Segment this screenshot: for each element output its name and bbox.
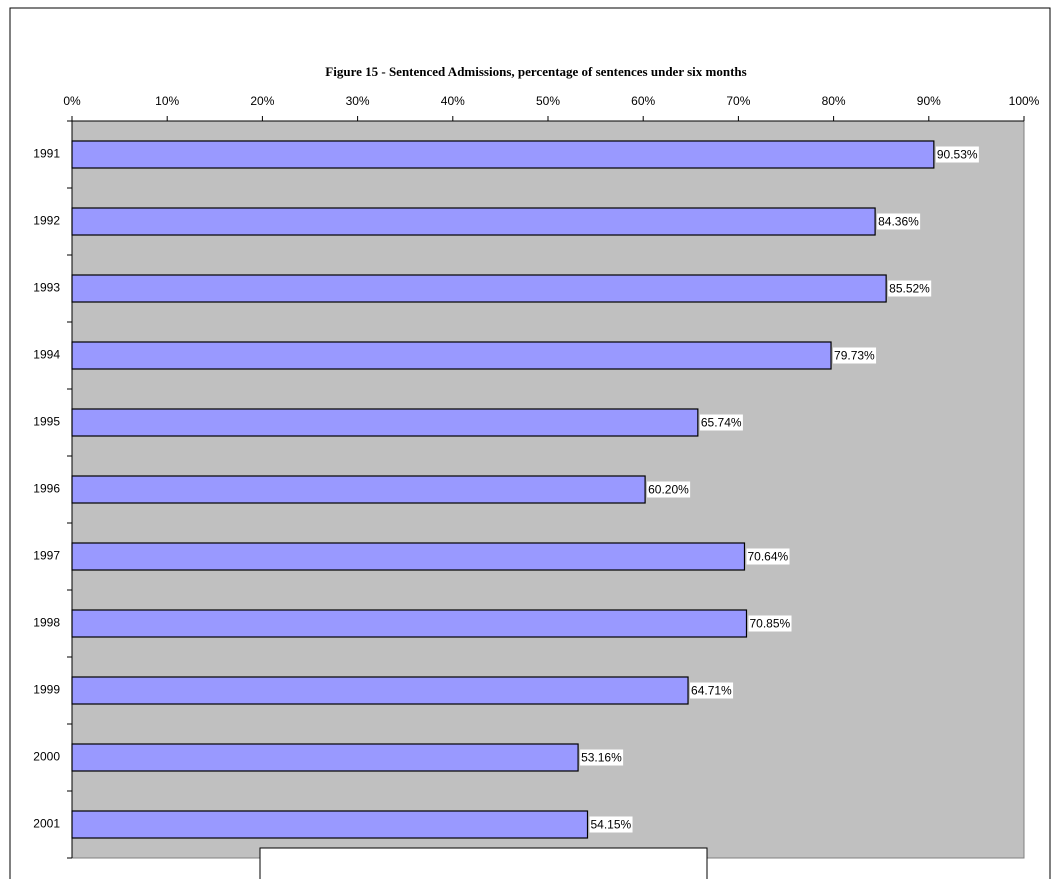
y-tick-label: 1998: [33, 616, 60, 630]
y-tick-label: 1994: [33, 348, 60, 362]
data-label-background: [647, 481, 691, 498]
bar: [71, 140, 935, 169]
data-label: 70.85%: [749, 617, 790, 631]
data-label: 64.71%: [691, 684, 732, 698]
y-tick-label: 2000: [33, 750, 60, 764]
data-label-background: [580, 749, 624, 766]
data-label-background: [833, 347, 877, 364]
y-tick-label: 1996: [33, 482, 60, 496]
y-tick-label: 1992: [33, 214, 60, 228]
y-tick-label: 2001: [33, 817, 60, 831]
data-label-background: [699, 414, 743, 431]
data-label-background: [888, 280, 932, 297]
x-tick-label: 40%: [441, 94, 465, 108]
plot-area: 0% 10% 20% 30% 40% 50% 60% 70% 80% 90% 100% 1991 90.…: [33, 94, 1040, 859]
data-label: 90.53%: [937, 148, 978, 162]
bar: [71, 743, 579, 772]
data-label: 53.16%: [581, 751, 622, 765]
bar: [71, 207, 876, 236]
x-tick-label: 30%: [346, 94, 370, 108]
data-label: 79.73%: [834, 349, 875, 363]
y-tick-label: 1995: [33, 415, 60, 429]
x-tick-label: 20%: [250, 94, 274, 108]
data-label-background: [935, 146, 979, 163]
x-tick-label: 90%: [917, 94, 941, 108]
bar: [71, 542, 746, 571]
data-label: 84.36%: [878, 215, 919, 229]
data-label-background: [690, 682, 734, 699]
data-label: 60.20%: [648, 483, 689, 497]
x-tick-label: 80%: [822, 94, 846, 108]
data-label-background: [589, 816, 633, 833]
bar: [71, 609, 748, 638]
chart-frame: [9, 7, 1051, 879]
data-label: 85.52%: [889, 282, 930, 296]
bar: [71, 676, 689, 705]
data-label: 70.64%: [747, 550, 788, 564]
y-tick-label: 1999: [33, 683, 60, 697]
bar: [71, 810, 589, 839]
x-tick-label: 10%: [155, 94, 179, 108]
x-tick-label: 60%: [631, 94, 655, 108]
data-label-background: [746, 548, 790, 565]
data-label-background: [877, 213, 921, 230]
data-label: 54.15%: [591, 818, 632, 832]
bar: [71, 408, 699, 437]
y-tick-label: 1997: [33, 549, 60, 563]
chart-title: Figure 15 - Sentenced Admissions, percen…: [325, 64, 746, 79]
x-tick-label: 50%: [536, 94, 560, 108]
bar: [71, 475, 646, 504]
bar: [71, 274, 887, 303]
data-label-background: [748, 615, 792, 632]
x-tick-label: 70%: [726, 94, 750, 108]
x-tick-label: 100%: [1009, 94, 1040, 108]
x-tick-label: 0%: [63, 94, 81, 108]
bar: [71, 341, 832, 370]
y-tick-label: 1991: [33, 147, 60, 161]
data-label: 65.74%: [701, 416, 742, 430]
y-tick-label: 1993: [33, 281, 60, 295]
legend-box: [259, 847, 708, 879]
